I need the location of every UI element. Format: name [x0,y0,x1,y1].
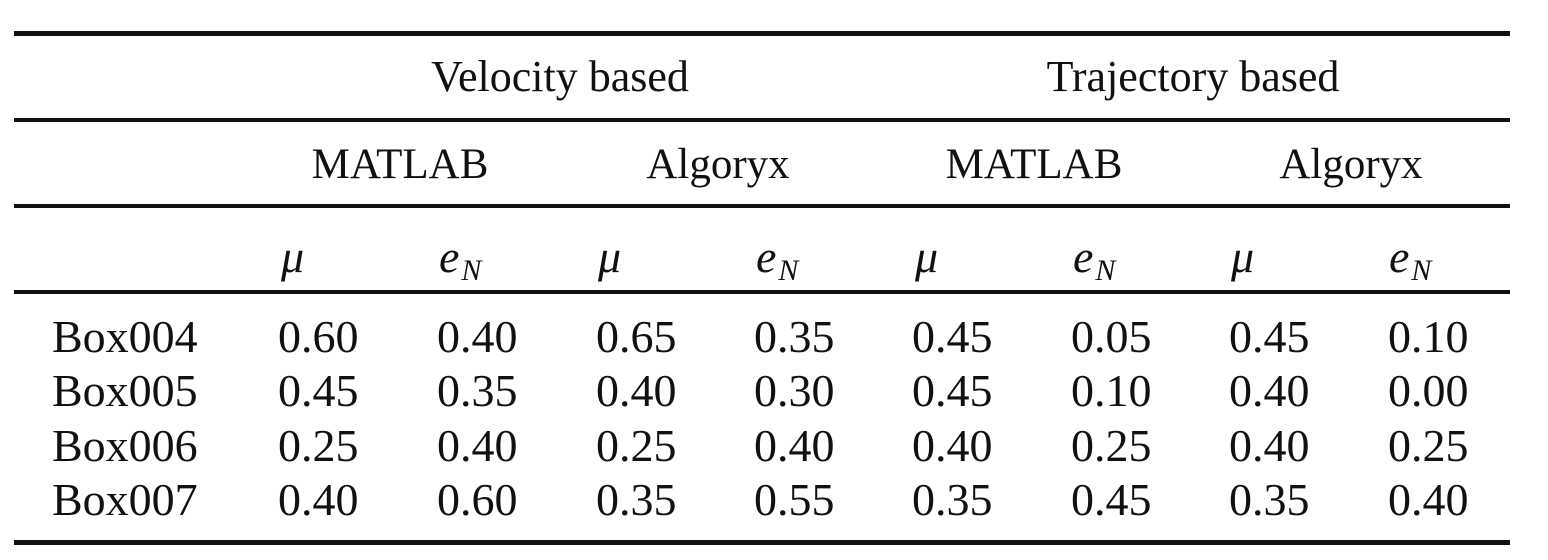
table-cell: 0.40 [912,420,993,471]
table-cell: 0.40 [1229,365,1310,416]
param-header-e-n: eN [439,231,482,287]
table-cell: 0.40 [754,420,835,471]
subgroup-header: Algoryx [1279,141,1423,188]
table-cell: 0.60 [437,474,518,525]
group-header-trajectory: Trajectory based [1046,52,1340,101]
table-cell: 0.40 [1229,420,1310,471]
subgroup-header: MATLAB [945,141,1123,188]
subgroup-header: MATLAB [311,141,489,188]
row-label-box006: Box006 [52,420,198,471]
table-cell: 0.40 [437,311,518,362]
param-header-mu: μ [1231,231,1255,282]
table-cell: 0.55 [754,474,835,525]
param-header-e-n: eN [1073,231,1116,287]
bottom-rule [14,540,1510,545]
table-cell: 0.40 [1388,474,1469,525]
table-cell: 0.40 [596,365,677,416]
table-cell: 0.60 [278,311,359,362]
table-cell: 0.00 [1388,365,1469,416]
top-rule [14,31,1510,36]
subgroup-header: Algoryx [646,141,790,188]
table-cell: 0.45 [912,311,993,362]
table-cell: 0.35 [596,474,677,525]
table-cell: 0.40 [278,474,359,525]
param-header-e-n: eN [756,231,799,287]
table-cell: 0.25 [596,420,677,471]
row-label-box004: Box004 [52,311,198,362]
table-cell: 0.25 [278,420,359,471]
table-cell: 0.10 [1071,365,1152,416]
table-cell: 0.35 [1229,474,1310,525]
table-cell: 0.25 [1071,420,1152,471]
group-header-velocity: Velocity based [431,52,689,101]
table-cell: 0.10 [1388,311,1469,362]
table-cell: 0.30 [754,365,835,416]
table-cell: 0.05 [1071,311,1152,362]
table-cell: 0.25 [1388,420,1469,471]
param-header-mu: μ [281,231,305,282]
group-rule [14,118,1510,122]
table-cell: 0.35 [754,311,835,362]
table-cell: 0.40 [437,420,518,471]
row-label-box005: Box005 [52,365,198,416]
table-cell: 0.45 [1229,311,1310,362]
table-cell: 0.65 [596,311,677,362]
table-cell: 0.45 [278,365,359,416]
param-header-e-n: eN [1389,231,1432,287]
header-rule [14,290,1510,294]
table-cell: 0.35 [912,474,993,525]
table-cell: 0.45 [1071,474,1152,525]
param-header-mu: μ [598,231,622,282]
subgroup-rule [14,204,1510,208]
param-header-mu: μ [915,231,939,282]
table-cell: 0.45 [912,365,993,416]
row-label-box007: Box007 [52,474,198,525]
table-cell: 0.35 [437,365,518,416]
